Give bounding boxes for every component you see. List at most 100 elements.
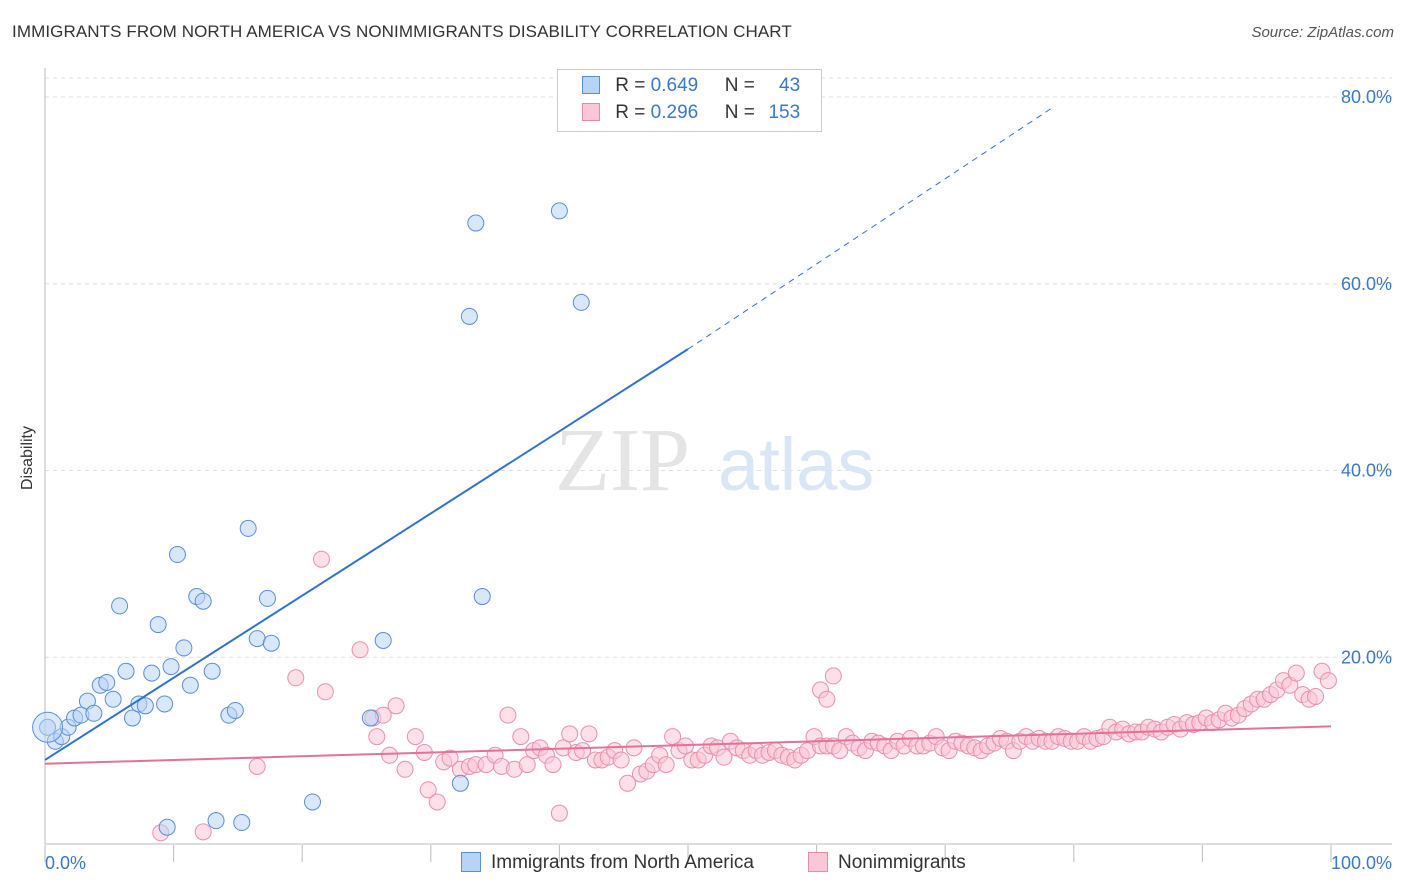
point-immigrants (168, 546, 186, 564)
point-nonimmigrants (499, 706, 517, 724)
point-nonimmigrants (381, 746, 399, 764)
point-immigrants (226, 701, 244, 719)
y-tick-label: 20.0% (1341, 647, 1392, 667)
point-nonimmigrants (550, 804, 568, 822)
point-immigrants (207, 812, 225, 830)
point-immigrants (361, 709, 379, 727)
legend-item-nonimmigrants: Nonimmigrants (808, 852, 966, 874)
point-immigrants (258, 589, 276, 607)
legend-swatch-immigrants (582, 76, 600, 94)
y-tick-label: 60.0% (1341, 274, 1392, 294)
point-nonimmigrants (312, 550, 330, 568)
point-nonimmigrants (1319, 672, 1337, 690)
point-immigrants (233, 814, 251, 832)
point-nonimmigrants (396, 760, 414, 778)
point-nonimmigrants (715, 748, 733, 766)
point-nonimmigrants (316, 683, 334, 701)
point-immigrants (149, 616, 167, 634)
point-immigrants (460, 307, 478, 325)
series-legend: Immigrants from North America Nonimmigra… (0, 852, 1406, 878)
point-immigrants (473, 588, 491, 606)
point-nonimmigrants (1307, 687, 1325, 705)
point-nonimmigrants (657, 756, 675, 774)
legend-r-label: R = (615, 75, 646, 96)
legend-r-value-immigrants: 0.649 (650, 75, 699, 96)
y-tick-label: 80.0% (1341, 87, 1392, 107)
legend-n-label: N = (724, 75, 755, 96)
y-tick-label: 40.0% (1341, 461, 1392, 481)
point-immigrants (203, 662, 221, 680)
point-immigrants (303, 793, 321, 811)
point-nonimmigrants (368, 728, 386, 746)
point-nonimmigrants (824, 667, 842, 685)
legend-row-nonimmigrants: R = 0.296 N = 153 (582, 102, 800, 124)
point-immigrants (162, 658, 180, 676)
point-immigrants (117, 662, 135, 680)
point-nonimmigrants (518, 756, 536, 774)
point-immigrants (156, 695, 174, 713)
point-nonimmigrants (580, 725, 598, 743)
point-immigrants (111, 597, 129, 615)
x-tick-label: 0.0% (45, 853, 86, 873)
legend-n-label: N = (724, 102, 755, 123)
point-nonimmigrants (441, 749, 459, 767)
point-nonimmigrants (387, 697, 405, 715)
legend-swatch-immigrants (461, 852, 481, 872)
legend-row-immigrants: R = 0.649 N = 43 (582, 75, 800, 97)
chart-title: IMMIGRANTS FROM NORTH AMERICA VS NONIMMI… (12, 22, 792, 41)
point-immigrants (572, 293, 590, 311)
point-nonimmigrants (287, 669, 305, 687)
point-nonimmigrants (561, 725, 579, 743)
point-nonimmigrants (619, 774, 637, 792)
trendline-nonimmigrants (44, 725, 1332, 765)
point-immigrants (143, 664, 161, 682)
point-immigrants (136, 697, 154, 715)
legend-swatch-nonimmigrants (808, 852, 828, 872)
x-tick-label: 100.0% (1331, 853, 1392, 873)
point-immigrants (451, 774, 469, 792)
point-immigrants (123, 709, 141, 727)
source-label: Source: ZipAtlas.com (1251, 24, 1394, 41)
point-nonimmigrants (544, 756, 562, 774)
point-nonimmigrants (512, 728, 530, 746)
point-nonimmigrants (818, 690, 836, 708)
legend-n-value-nonimmigrants: 153 (768, 102, 801, 123)
watermark-atlas: atlas (718, 423, 874, 506)
legend-label-immigrants: Immigrants from North America (491, 852, 754, 873)
point-immigrants (158, 818, 176, 836)
point-immigrants (175, 639, 193, 657)
point-nonimmigrants (428, 793, 446, 811)
legend-swatch-nonimmigrants (582, 103, 600, 121)
point-immigrants (32, 711, 64, 743)
point-nonimmigrants (419, 781, 437, 799)
point-immigrants (104, 690, 122, 708)
point-nonimmigrants (194, 823, 212, 841)
point-nonimmigrants (612, 751, 630, 769)
correlation-legend: R = 0.649 N = 43 R = 0.296 N = 153 (557, 69, 822, 132)
point-nonimmigrants (831, 742, 849, 760)
point-immigrants (550, 202, 568, 220)
point-immigrants (262, 634, 280, 652)
point-nonimmigrants (625, 739, 643, 757)
legend-n-value-immigrants: 43 (779, 75, 801, 96)
legend-r-label: R = (615, 102, 646, 123)
trendline-immigrants-extension (687, 105, 1055, 350)
legend-r-value-nonimmigrants: 0.296 (650, 102, 699, 123)
point-nonimmigrants (1287, 664, 1305, 682)
watermark-zip: ZIP (555, 411, 690, 510)
point-immigrants (374, 631, 392, 649)
point-nonimmigrants (574, 742, 592, 760)
point-immigrants (467, 214, 485, 232)
point-immigrants (98, 673, 116, 691)
point-nonimmigrants (406, 728, 424, 746)
point-immigrants (194, 592, 212, 610)
point-immigrants (248, 630, 266, 648)
legend-label-nonimmigrants: Nonimmigrants (838, 852, 966, 873)
point-immigrants (85, 704, 103, 722)
point-nonimmigrants (351, 641, 369, 659)
trendline-immigrants (44, 348, 689, 761)
point-immigrants (239, 519, 257, 537)
point-nonimmigrants (248, 757, 266, 775)
legend-item-immigrants: Immigrants from North America (461, 852, 754, 874)
